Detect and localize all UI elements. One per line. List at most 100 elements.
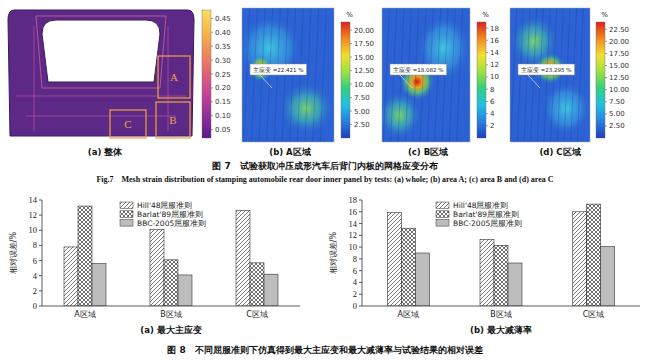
y-axis (42, 200, 43, 306)
region-label: B (169, 114, 176, 126)
y-tick (39, 245, 42, 246)
colorbar-tick-label: 10 (490, 73, 499, 81)
panel-image (382, 8, 470, 142)
y-tick-label: 12 (29, 210, 38, 220)
colorbar-tick (350, 57, 352, 58)
colorbar (477, 22, 486, 138)
colorbar-tick-label: 2 (490, 122, 494, 130)
colorbar-tick-label: 0.10 (215, 112, 231, 120)
colorbar-tick (211, 87, 213, 88)
colorbar-tick (350, 111, 352, 112)
y-tick-label: 4 (33, 271, 38, 281)
x-tick-label: B区域 (490, 310, 512, 319)
bar (573, 212, 587, 306)
strain-spot (510, 15, 558, 69)
colorbar-tick-label: 7.50 (354, 94, 370, 102)
legend: Hill'48屈服准则Barlat'89屈服准则BBC-2005屈服准则 (120, 201, 206, 228)
colorbar-tick-label: 8 (490, 86, 494, 94)
panel-label: (d) C区域 (539, 147, 580, 157)
colorbar-tick (350, 30, 352, 31)
legend: Hill'48屈服准则Barlat'89屈服准则BBC-2005屈服准则 (436, 201, 522, 228)
bar (64, 247, 78, 306)
x-tick-label: B区域 (160, 310, 182, 319)
y-tick-label: 16 (349, 207, 358, 217)
x-tick-label: C区域 (583, 310, 605, 319)
colorbar-tick (486, 28, 488, 29)
annotation: 主应变 =22.421 % (253, 66, 304, 73)
annotation: 主应变 =18.082 % (393, 66, 444, 73)
panel-label: (b) A区域 (269, 147, 310, 157)
colorbar-tick-label: 12.50 (354, 67, 374, 75)
y-axis-title: 相对误差/% (329, 231, 338, 274)
annotation-box (250, 64, 307, 75)
y-axis-title: 相对误差/% (9, 231, 18, 274)
colorbar-tick-label: 2.50 (609, 122, 625, 130)
colorbar-tick-label: 10.00 (354, 81, 374, 89)
panel-frame (382, 8, 470, 142)
legend-swatch (120, 202, 133, 209)
legend-label: Hill'48屈服准则 (137, 201, 193, 210)
legend-swatch (436, 220, 449, 227)
colorbar-tick (350, 84, 352, 85)
bar (508, 263, 522, 306)
chart-title: (b) 最大减薄率 (470, 325, 532, 335)
colorbar-tick (605, 41, 607, 42)
legend-label: Barlat'89屈服准则 (453, 210, 519, 219)
annotation-leader (528, 75, 540, 88)
mesh-line (244, 8, 327, 142)
fig7-panel: 主应变 =22.421 %%20.0017.5015.0012.5010.007… (237, 8, 374, 157)
strain-spot (382, 91, 422, 139)
bar (78, 206, 92, 306)
x-tick-label: C区域 (246, 310, 268, 319)
annotation-leader (260, 75, 272, 88)
region-box (156, 102, 190, 138)
y-tick-label: 12 (349, 230, 358, 240)
fig7-panel: 主应变 =23.295 %%22.5020.0017.5015.0012.501… (510, 8, 629, 157)
legend-swatch (436, 211, 449, 218)
y-tick-label: 8 (33, 240, 37, 250)
colorbar (202, 10, 211, 138)
colorbar-tick (486, 113, 488, 114)
colorbar-tick (211, 129, 213, 130)
legend-swatch (120, 211, 133, 218)
colorbar-tick (605, 77, 607, 78)
x-tick-label: A区域 (398, 310, 419, 319)
colorbar-tick-label: 0.15 (215, 98, 231, 106)
colorbar-tick-label: 6 (490, 98, 495, 106)
bar (178, 275, 192, 306)
colorbar-tick-label: 5.00 (609, 110, 625, 118)
panel-image (510, 8, 590, 142)
colorbar-tick (350, 124, 352, 125)
annotation-box (518, 64, 575, 75)
bar (264, 274, 278, 306)
y-tick (359, 294, 362, 295)
bar-chart: 024681012141618A区域B区域C区域相对误差/%(b) 最大减薄率H… (329, 195, 640, 335)
panel-frame (510, 8, 590, 142)
panel-label: (a) 整体 (88, 147, 123, 157)
bar (250, 263, 264, 306)
y-tick (359, 235, 362, 236)
annotation-leader (400, 75, 412, 88)
bar (415, 253, 429, 306)
bar (150, 230, 164, 306)
colorbar-tick-label: 10.00 (609, 86, 629, 94)
bar (236, 211, 250, 306)
colorbar-tick-label: 20.00 (609, 38, 629, 46)
colorbar-tick (605, 113, 607, 114)
y-tick-label: 6 (33, 256, 37, 266)
colorbar-tick (486, 125, 488, 126)
y-tick-label: 8 (353, 254, 357, 264)
panel-frame (242, 8, 334, 142)
bar (387, 212, 401, 306)
y-tick (359, 223, 362, 224)
colorbar-tick-label: 20.00 (354, 27, 374, 35)
colorbar-tick (350, 70, 352, 71)
bars (64, 206, 278, 306)
colorbar-tick-label: 15.00 (354, 54, 374, 62)
page: ABC0.450.400.350.300.250.200.150.100.05(… (0, 0, 650, 362)
y-tick (359, 200, 362, 201)
y-tick (39, 215, 42, 216)
mesh-line (511, 8, 584, 142)
bar (92, 264, 106, 306)
colorbar-tick (211, 101, 213, 102)
